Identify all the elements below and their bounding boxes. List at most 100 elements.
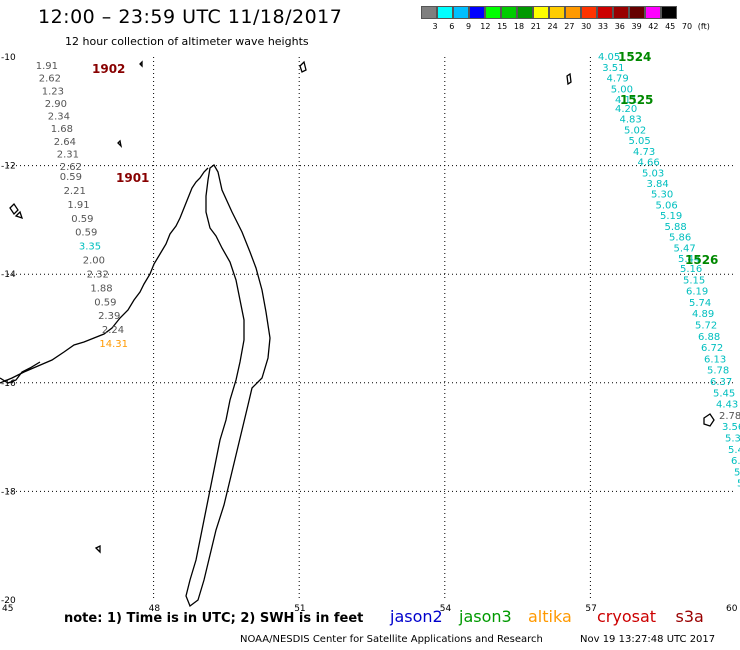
pass-id-label: 1525 bbox=[620, 93, 653, 107]
lat-lon-grid bbox=[8, 57, 736, 600]
mayotte-island bbox=[117, 139, 123, 148]
wave-height-value: 6.19 bbox=[686, 287, 708, 298]
wave-height-value: 5.4 bbox=[737, 479, 740, 490]
legend-swatch bbox=[469, 6, 485, 19]
wave-height-value: 1.23 bbox=[42, 86, 64, 97]
axis-labels: 45 48 51 54 57 60 -10 -12 -14 -16 -18 -20 bbox=[1, 53, 738, 614]
pass-id-label: 1524 bbox=[618, 50, 651, 64]
wave-height-value: 2.24 bbox=[102, 325, 124, 336]
wave-height-value: 2.39 bbox=[98, 311, 120, 322]
wave-height-value: 6.88 bbox=[698, 332, 720, 343]
wave-height-value: 4.05 bbox=[598, 52, 620, 63]
lat-label: -12 bbox=[1, 162, 16, 172]
wave-height-value: 1.91 bbox=[67, 200, 89, 211]
legend-swatch bbox=[629, 6, 645, 19]
africa-coastline-lower bbox=[0, 361, 41, 384]
wave-height-value: 5.35 bbox=[725, 434, 740, 445]
wave-height-value: 2.78 bbox=[719, 411, 740, 422]
wave-height-value: 0.59 bbox=[71, 214, 93, 225]
wave-height-value: 0.59 bbox=[60, 172, 82, 183]
legend-label: 12 bbox=[480, 22, 491, 31]
wave-height-value: 3.51 bbox=[602, 63, 624, 74]
pass-id-label: 1526 bbox=[685, 253, 718, 267]
wave-height-value: 4.79 bbox=[607, 74, 629, 85]
mauritius-island bbox=[703, 413, 715, 427]
lat-label: -20 bbox=[1, 596, 16, 606]
wave-height-value: 5.72 bbox=[695, 321, 717, 332]
legend-swatch bbox=[453, 6, 469, 19]
legend-label: 3 bbox=[432, 22, 438, 31]
lat-label: -16 bbox=[1, 379, 16, 389]
credit-text: NOAA/NESDIS Center for Satellite Applica… bbox=[240, 634, 543, 645]
madagascar-coastline bbox=[185, 164, 271, 608]
legend-swatch bbox=[549, 6, 565, 19]
wave-height-value: 6.72 bbox=[701, 343, 723, 354]
legend-swatch bbox=[581, 6, 597, 19]
wave-height-value: 4.83 bbox=[620, 115, 642, 126]
wave-height-value: 5.44 bbox=[728, 445, 740, 456]
lat-label: -10 bbox=[1, 53, 16, 63]
wave-height-value: 5.44 bbox=[678, 254, 700, 265]
wave-height-value: 3.35 bbox=[79, 242, 101, 253]
legend-swatch bbox=[437, 6, 453, 19]
legend-label: 18 bbox=[513, 22, 525, 31]
wave-height-value: 1.88 bbox=[90, 283, 112, 294]
altimeter-passes: 19021.912.621.232.902.341.682.642.312.62… bbox=[36, 50, 740, 490]
wave-height-value: 5.47 bbox=[674, 243, 696, 254]
comoros-islands bbox=[9, 202, 24, 220]
satellite-jason2: jason2 bbox=[390, 607, 443, 626]
wave-height-value: 3.84 bbox=[647, 179, 669, 190]
wave-height-value: 5.88 bbox=[665, 222, 687, 233]
legend-label: 21 bbox=[530, 22, 541, 31]
wave-height-value: 1.68 bbox=[51, 124, 73, 135]
wave-height-value: 3.56 bbox=[722, 422, 740, 433]
wave-height-value: 4.43 bbox=[716, 400, 738, 411]
wave-height-value: 4.89 bbox=[692, 309, 714, 320]
legend-label: 6 bbox=[449, 22, 455, 31]
wave-height-value: 5.06 bbox=[656, 200, 678, 211]
wave-height-value: 14.31 bbox=[99, 339, 128, 350]
timestamp: Nov 19 13:27:48 UTC 2017 bbox=[580, 634, 716, 645]
wave-height-value: 2.32 bbox=[87, 269, 109, 280]
legend-swatch bbox=[501, 6, 517, 19]
wave-height-value: 5.74 bbox=[689, 298, 711, 309]
lon-label: 51 bbox=[294, 604, 305, 614]
agalega-islet bbox=[139, 60, 143, 68]
wave-height-value: 2.21 bbox=[64, 186, 86, 197]
wave-height-value: 4.20 bbox=[615, 104, 637, 115]
legend-swatch bbox=[645, 6, 661, 19]
lon-label: 48 bbox=[149, 604, 161, 614]
satellite-altika: altika bbox=[528, 607, 572, 626]
wave-height-value: 0.59 bbox=[94, 297, 116, 308]
legend-label: 39 bbox=[631, 22, 642, 31]
wave-height-value: 5.02 bbox=[624, 125, 646, 136]
legend-label: 36 bbox=[614, 22, 625, 31]
footer-note: note: 1) Time is in UTC; 2) SWH is in fe… bbox=[64, 611, 364, 626]
wave-height-value: 2.90 bbox=[45, 99, 67, 110]
legend-label: 24 bbox=[547, 22, 558, 31]
map-subtitle: 12 hour collection of altimeter wave hei… bbox=[65, 35, 309, 48]
legend-swatch bbox=[533, 6, 549, 19]
pass-id-label: 1901 bbox=[116, 171, 149, 185]
lon-label: 57 bbox=[585, 604, 596, 614]
wave-height-value: 2.00 bbox=[83, 256, 105, 267]
wave-height-value: 5.00 bbox=[611, 84, 633, 95]
legend-swatch bbox=[597, 6, 613, 19]
wave-height-value: 5.45 bbox=[713, 388, 735, 399]
wave-height-value: 5.16 bbox=[680, 264, 702, 275]
cargados-islet bbox=[566, 72, 572, 86]
legend-swatch bbox=[613, 6, 629, 19]
legend-swatch bbox=[421, 6, 437, 19]
lon-label: 60 bbox=[726, 604, 738, 614]
lat-label: -18 bbox=[1, 487, 16, 497]
wave-height-value: 1.91 bbox=[36, 61, 58, 72]
color-legend bbox=[421, 6, 677, 19]
wave-height-value: 5.03 bbox=[642, 168, 664, 179]
legend-label: 30 bbox=[581, 22, 592, 31]
wave-height-value: 5.78 bbox=[707, 366, 729, 377]
wave-height-value: 0.59 bbox=[75, 228, 97, 239]
wave-height-value: 4.11 bbox=[615, 95, 637, 106]
legend-swatch bbox=[565, 6, 581, 19]
wave-height-value: 4.66 bbox=[638, 158, 660, 169]
